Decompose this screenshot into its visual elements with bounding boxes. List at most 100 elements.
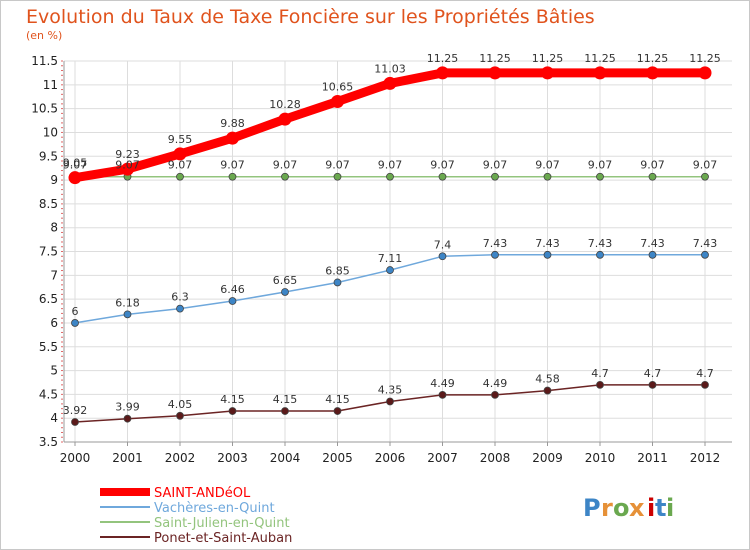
data-label: 7.43: [535, 237, 560, 250]
data-point: [698, 66, 712, 80]
data-point: [333, 172, 342, 181]
data-label: 4.7: [591, 367, 609, 380]
data-point: [541, 66, 554, 80]
data-label: 10.65: [322, 80, 354, 93]
data-point: [596, 172, 604, 181]
data-label: 4.05: [168, 398, 193, 411]
data-point: [701, 172, 709, 181]
data-label: 9.07: [693, 159, 718, 172]
data-label: 11.25: [584, 52, 616, 65]
data-point: [228, 407, 237, 415]
data-label: 3.99: [115, 401, 140, 414]
data-point: [68, 171, 82, 185]
data-point: [648, 380, 657, 389]
data-point: [71, 418, 79, 426]
x-tick-label: 2011: [637, 451, 668, 465]
x-tick-label: 2002: [165, 451, 196, 465]
data-point: [543, 172, 552, 181]
data-point: [646, 66, 659, 80]
data-point: [278, 112, 292, 126]
data-label: 4.7: [696, 367, 714, 380]
data-point: [281, 288, 289, 296]
data-label: 3.92: [63, 404, 88, 417]
logo-letter: r: [601, 494, 613, 522]
data-label: 11.25: [689, 52, 721, 65]
logo-letter: t: [655, 494, 666, 522]
data-label: 11.03: [374, 62, 406, 75]
data-point: [438, 390, 447, 399]
x-tick-label: 2008: [480, 451, 511, 465]
data-point: [596, 250, 604, 259]
data-point: [386, 397, 394, 406]
data-label: 11.25: [427, 52, 459, 65]
data-label: 9.07: [430, 159, 455, 172]
data-point: [648, 172, 657, 181]
data-label: 9.07: [588, 159, 613, 172]
data-point: [593, 66, 607, 80]
y-tick-label: 7: [50, 268, 58, 282]
data-point: [121, 162, 134, 176]
data-label: 6.3: [171, 291, 189, 304]
x-tick-label: 2005: [322, 451, 353, 465]
data-label: 4.15: [325, 393, 350, 406]
y-tick-label: 8: [50, 221, 58, 235]
y-tick-label: 6: [50, 316, 58, 330]
y-tick-label: 9.5: [39, 149, 58, 163]
logo-letter: x: [629, 494, 645, 522]
data-label: 7.4: [434, 238, 452, 251]
data-label: 10.28: [269, 98, 301, 111]
y-tick-label: 11: [43, 78, 58, 92]
x-tick-label: 2006: [375, 451, 406, 465]
data-point: [386, 266, 394, 274]
x-tick-label: 2004: [270, 451, 301, 465]
y-tick-label: 4: [50, 411, 58, 425]
data-point: [491, 172, 499, 181]
data-label: 9.07: [483, 159, 508, 172]
data-point: [543, 250, 552, 259]
data-label: 4.58: [535, 373, 560, 386]
data-label: 9.07: [63, 159, 88, 172]
data-label: 9.05: [63, 157, 88, 170]
data-label: 9.23: [115, 148, 140, 161]
data-label: 9.07: [115, 159, 140, 172]
data-label: 4.49: [430, 377, 455, 390]
data-label: 11.25: [479, 52, 511, 65]
data-point: [491, 250, 499, 259]
data-label: 9.07: [640, 159, 665, 172]
data-point: [226, 131, 239, 145]
data-point: [123, 310, 132, 319]
y-tick-label: 11.5: [31, 54, 58, 68]
data-point: [543, 386, 552, 395]
chart-unit-label: (en %): [26, 29, 62, 42]
data-label: 4.49: [483, 377, 508, 390]
data-label: 9.07: [168, 159, 193, 172]
x-tick-label: 2012: [690, 451, 721, 465]
data-label: 6.85: [325, 264, 350, 277]
x-tick-label: 2007: [427, 451, 458, 465]
data-point: [648, 250, 657, 259]
data-label: 11.25: [532, 52, 564, 65]
legend-label: Vachères-en-Quint: [154, 501, 275, 516]
data-point: [596, 380, 604, 389]
data-label: 7.11: [378, 252, 403, 265]
data-point: [488, 66, 502, 80]
data-point: [281, 172, 289, 181]
data-point: [438, 172, 447, 181]
data-label: 7.43: [588, 237, 613, 250]
logo-letter: i: [666, 494, 674, 522]
data-label: 9.07: [325, 159, 350, 172]
data-label: 7.43: [693, 237, 718, 250]
data-point: [71, 319, 79, 327]
data-label: 6.46: [220, 283, 245, 296]
data-point: [123, 414, 132, 423]
y-tick-label: 5.5: [39, 340, 58, 354]
logo-letter: o: [613, 494, 630, 522]
y-tick-label: 6.5: [39, 292, 58, 306]
data-label: 7.43: [483, 237, 508, 250]
data-point: [383, 76, 397, 90]
data-point: [281, 407, 289, 415]
data-point: [491, 390, 499, 399]
x-tick-label: 2003: [217, 451, 248, 465]
data-label: 9.55: [168, 133, 193, 146]
